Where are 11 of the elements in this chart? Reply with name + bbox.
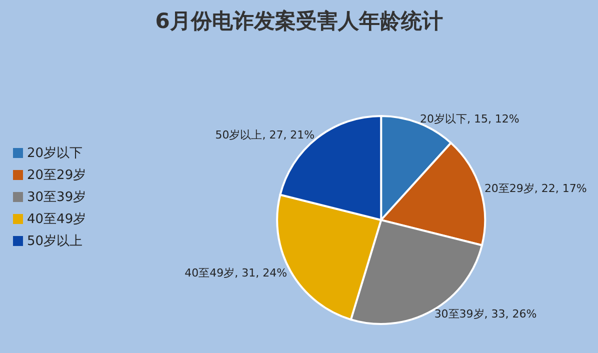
legend-label: 20岁以下 (27, 146, 83, 161)
data-label: 30至39岁, 33, 26% (434, 307, 537, 320)
data-label: 20至29岁, 22, 17% (484, 182, 587, 196)
legend-label: 30至39岁 (27, 190, 86, 205)
legend-label: 40至49岁 (27, 212, 86, 227)
data-label: 40至49岁, 31, 24% (184, 266, 288, 280)
legend-label: 20至29岁 (27, 168, 86, 183)
chart-title: 6月份电诈发案受害人年龄统计 (154, 8, 444, 35)
data-label: 20岁以下, 15, 12% (420, 112, 520, 126)
data-label: 50岁以上, 27, 21% (215, 128, 315, 142)
legend-label: 50岁以上 (27, 234, 83, 249)
